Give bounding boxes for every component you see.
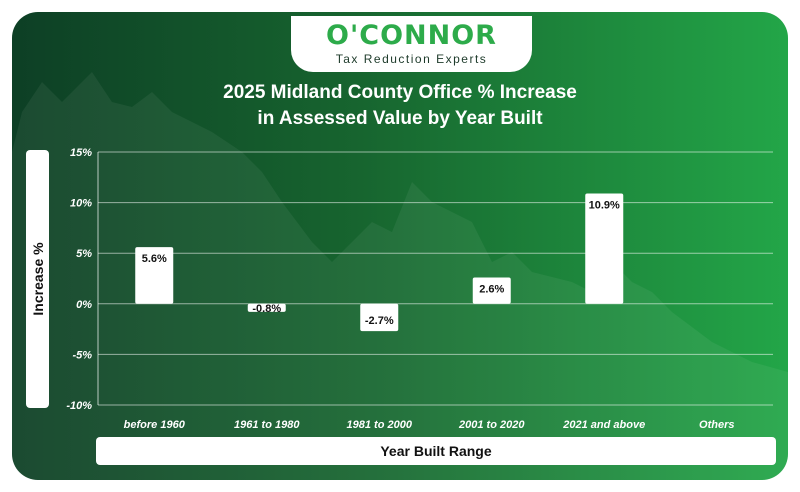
bar [135,247,174,304]
chart-title-line2: in Assessed Value by Year Built [257,108,543,129]
x-tick-label: 2021 and above [562,419,645,431]
data-label: 5.6% [142,253,167,265]
data-label: -2.7% [365,315,394,327]
bar [247,303,286,312]
data-label: 10.9% [589,199,620,211]
x-tick-label: 1961 to 1980 [234,419,300,431]
x-tick-label: 2001 to 2020 [458,419,525,431]
x-tick-label: 1981 to 2000 [347,419,413,431]
y-tick-label: 5% [76,248,92,260]
y-tick-label: 15% [70,147,92,159]
y-tick-label: 10% [70,198,92,210]
x-tick-label: before 1960 [124,419,186,431]
data-label: -0.8% [252,303,281,315]
chart-card: O'CONNOR Tax Reduction Experts [12,12,788,480]
y-tick-label: 0% [76,299,92,311]
x-tick-label: Others [699,419,734,431]
bar [472,277,511,304]
bar [360,303,399,332]
bar [585,193,624,304]
y-axis-label-box: Increase % [26,150,49,408]
y-tick-label: -10% [66,400,92,412]
background-silhouette [12,72,788,480]
y-tick-label: -5% [72,349,92,361]
logo: O'CONNOR Tax Reduction Experts [291,16,532,72]
x-axis-label: Year Built Range [96,437,776,465]
chart-title-line1: 2025 Midland County Office % Increase [223,82,577,103]
logo-tagline: Tax Reduction Experts [335,52,488,66]
data-label: 2.6% [479,283,504,295]
logo-wordmark: O'CONNOR [326,20,497,51]
